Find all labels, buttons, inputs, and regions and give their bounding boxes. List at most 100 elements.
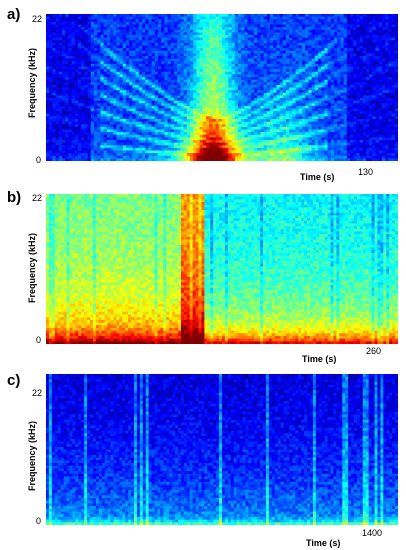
spectrogram-cell [174, 24, 178, 28]
spectrogram-cell [222, 40, 226, 44]
spectrogram-cell [167, 24, 172, 28]
spectrogram-cell [318, 100, 322, 104]
spectrogram-cell [170, 119, 175, 123]
spectrogram-cell [286, 19, 290, 23]
spectrogram-cell [129, 113, 133, 117]
spectrogram-cell [193, 29, 197, 33]
spectrogram-cell [186, 155, 191, 159]
spectrogram-cell [122, 69, 127, 73]
spectrogram-cell [90, 53, 95, 57]
spectrogram-cell [186, 90, 191, 94]
spectrogram-cell [94, 16, 98, 20]
spectrogram-cell [212, 105, 216, 109]
spectrogram-cell [241, 142, 245, 146]
spectrogram-cell [247, 100, 252, 104]
spectrogram-cell [119, 142, 124, 146]
spectrogram-cell [177, 95, 181, 99]
spectrogram-cell [276, 103, 280, 107]
spectrogram-cell [164, 69, 168, 73]
spectrogram-cell [196, 137, 200, 141]
spectrogram-cell [225, 158, 229, 161]
spectrogram-cell [263, 134, 268, 138]
spectrogram-cell [151, 53, 156, 57]
spectrogram-cell [55, 87, 60, 91]
spectrogram-cell [321, 71, 325, 75]
spectrogram-cell [244, 29, 248, 33]
spectrogram-cell [97, 158, 101, 161]
spectrogram-cell [58, 84, 63, 88]
spectrogram-cell [138, 129, 143, 133]
spectrogram-cell [174, 74, 178, 78]
spectrogram-cell [295, 147, 300, 151]
spectrogram-cell [231, 134, 236, 138]
spectrogram-cell [308, 42, 312, 46]
spectrogram-cell [116, 69, 120, 73]
spectrogram-cell [151, 140, 156, 144]
spectrogram-cell [142, 140, 146, 144]
spectrogram-cell [68, 108, 72, 112]
spectrogram-cell [206, 19, 210, 23]
spectrogram-cell [234, 137, 239, 141]
spectrogram-cell [142, 19, 146, 23]
spectrogram-cell [65, 24, 69, 28]
spectrogram-cell [177, 158, 181, 161]
spectrogram-cell [190, 40, 194, 44]
spectrogram-cell [68, 19, 72, 23]
spectrogram-cell [183, 82, 188, 86]
spectrogram-cell [129, 42, 133, 46]
spectrogram-cell [151, 137, 156, 141]
spectrogram-cell [254, 50, 258, 54]
spectrogram-cell [87, 27, 92, 31]
spectrogram-cell [257, 71, 261, 75]
spectrogram-cell [247, 132, 252, 136]
spectrogram-cell [228, 37, 232, 41]
spectrogram-cell [110, 105, 114, 109]
spectrogram-cell [292, 95, 296, 99]
spectrogram-cell [241, 19, 245, 23]
spectrogram-cell [122, 53, 127, 57]
spectrogram-cell [90, 142, 95, 146]
spectrogram-cell [305, 71, 309, 75]
spectrogram-cell [138, 61, 143, 65]
spectrogram-cell [279, 129, 284, 133]
spectrogram-cell [68, 153, 72, 157]
spectrogram-cell [314, 121, 319, 125]
spectrogram-cell [324, 32, 328, 36]
spectrogram-cell [138, 77, 143, 81]
spectrogram-cell [183, 56, 188, 60]
spectrogram-cell [241, 48, 245, 52]
spectrogram-cell [154, 158, 159, 161]
spectrogram-cell [135, 145, 140, 149]
spectrogram-cell [119, 66, 124, 70]
spectrogram-cell [132, 56, 136, 60]
spectrogram-cell [270, 134, 274, 138]
spectrogram-cell [314, 142, 319, 146]
spectrogram-cell [55, 121, 60, 125]
spectrogram-cell [318, 116, 322, 120]
spectrogram-cell [209, 145, 213, 149]
spectrogram-cell [270, 45, 274, 49]
spectrogram-cell [327, 158, 332, 161]
spectrogram-cell [318, 134, 322, 138]
spectrogram-cell [68, 87, 72, 91]
spectrogram-cell [145, 147, 149, 151]
spectrogram-cell [318, 140, 322, 144]
spectrogram-cell [68, 119, 72, 123]
spectrogram-cell [324, 19, 328, 23]
spectrogram-cell [167, 90, 172, 94]
spectrogram-cell [324, 82, 328, 86]
spectrogram-cell [55, 56, 60, 60]
spectrogram-cell [94, 71, 98, 75]
spectrogram-cell [135, 132, 140, 136]
spectrogram-cell [257, 142, 261, 146]
spectrogram-cell [241, 153, 245, 157]
spectrogram-cell [225, 90, 229, 94]
spectrogram-cell [52, 40, 56, 44]
spectrogram-cell [193, 32, 197, 36]
spectrogram-cell [132, 126, 136, 130]
spectrogram-cell [206, 77, 210, 81]
spectrogram-cell [135, 21, 140, 25]
spectrogram-cell [263, 116, 268, 120]
spectrogram-cell [158, 145, 162, 149]
spectrogram-cell [276, 84, 280, 88]
